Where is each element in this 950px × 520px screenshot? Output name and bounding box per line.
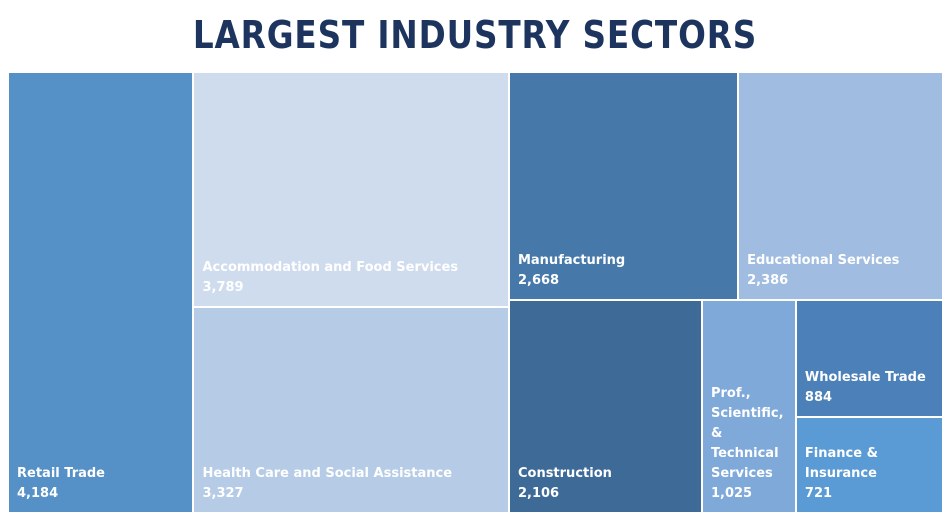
tile-name: & Technical [710,425,779,461]
tile-label: Finance & Insurance 721 [805,444,936,504]
tile-name: Construction [517,465,612,481]
tile-name: Manufacturing [517,252,626,268]
tile-label: Manufacturing 2,668 [518,251,731,291]
tile-name: Educational Services [747,252,900,268]
tile-value: 3,327 [202,485,244,501]
tile-value: 1,025 [710,485,753,501]
tile-label: Health Care and Social Assistance 3,327 [202,464,501,504]
tile-label: Prof., Scientific, & Technical Services 1,02… [711,384,789,504]
tile-name: Finance & [804,445,878,461]
treemap-tile-construction: Construction 2,106 [508,299,702,513]
tile-name: Scientific, [710,405,784,421]
tile-label: Accommodation and Food Services 3,789 [202,258,501,298]
treemap-tile-finance-insurance: Finance & Insurance 721 [795,417,943,513]
treemap-tile-manufacturing: Manufacturing 2,668 [508,72,739,300]
treemap-tile-wholesale-trade: Wholesale Trade 884 [795,299,943,418]
tile-name: Services [710,465,773,481]
treemap-tile-retail-trade: Retail Trade 4,184 [8,72,194,513]
tile-value: 2,106 [517,485,560,501]
tile-name: Retail Trade [17,466,105,481]
tile-value: 2,386 [747,272,789,288]
chart-title: LARGEST INDUSTRY SECTORS [192,13,758,57]
tile-name: Insurance [804,465,877,481]
tile-label: Construction 2,106 [518,464,695,504]
tile-label: Retail Trade 4,184 [17,464,186,504]
tile-value: 884 [804,390,833,406]
treemap-tile-health-care-and-social-assistance: Health Care and Social Assistance 3,327 [193,306,509,513]
tile-name: Prof., [710,385,751,401]
tile-label: Wholesale Trade 884 [805,368,936,408]
tile-value: 3,789 [202,279,244,295]
tile-name: Health Care and Social Assistance [202,465,453,481]
tile-label: Educational Services 2,386 [747,251,936,291]
tile-name: Wholesale Trade [804,370,926,386]
treemap-tile-educational-services: Educational Services 2,386 [738,72,943,300]
tile-name: Accommodation and Food Services [202,259,459,275]
treemap-tile-prof-scientific-technical-services: Prof., Scientific, & Technical Services 1,02… [701,299,796,513]
tile-value: 721 [804,485,833,501]
treemap-tile-accommodation-and-food-services: Accommodation and Food Services 3,789 [193,72,509,307]
tile-value: 4,184 [17,486,59,501]
tile-value: 2,668 [517,272,560,288]
